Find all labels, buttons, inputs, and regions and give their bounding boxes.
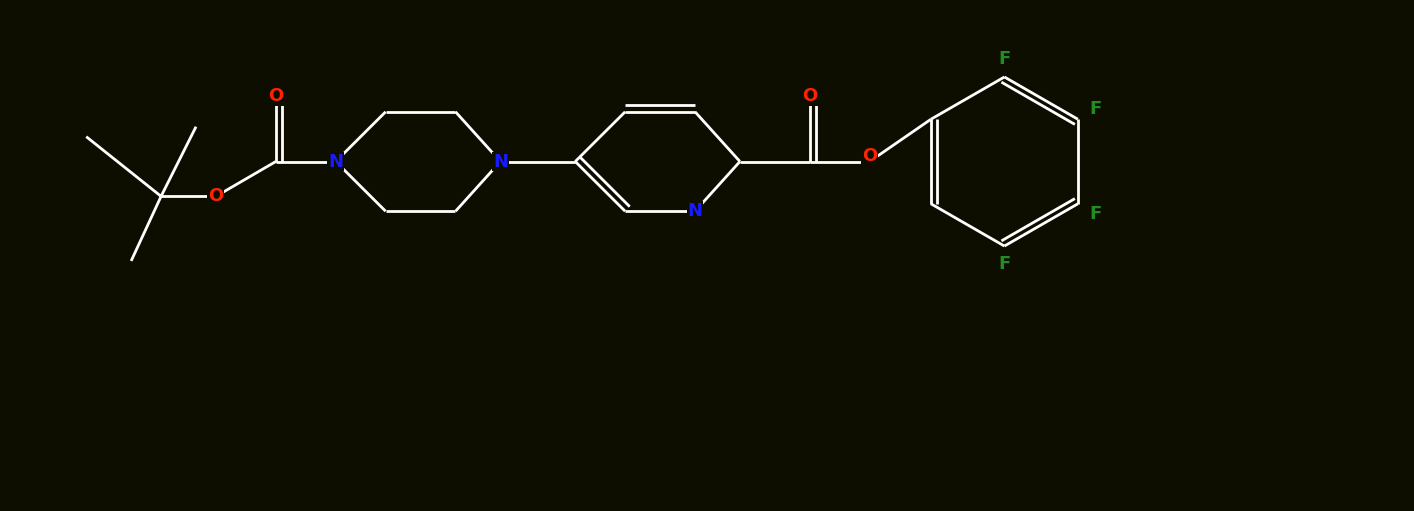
Text: O: O [208, 188, 223, 205]
Text: N: N [687, 202, 703, 220]
Text: O: O [269, 87, 283, 105]
Text: O: O [802, 87, 817, 105]
Text: F: F [1090, 205, 1102, 223]
Text: F: F [998, 50, 1011, 68]
Text: F: F [1090, 100, 1102, 119]
Text: N: N [328, 152, 344, 171]
Text: F: F [998, 255, 1011, 273]
Text: N: N [493, 152, 508, 171]
Text: O: O [863, 147, 877, 165]
